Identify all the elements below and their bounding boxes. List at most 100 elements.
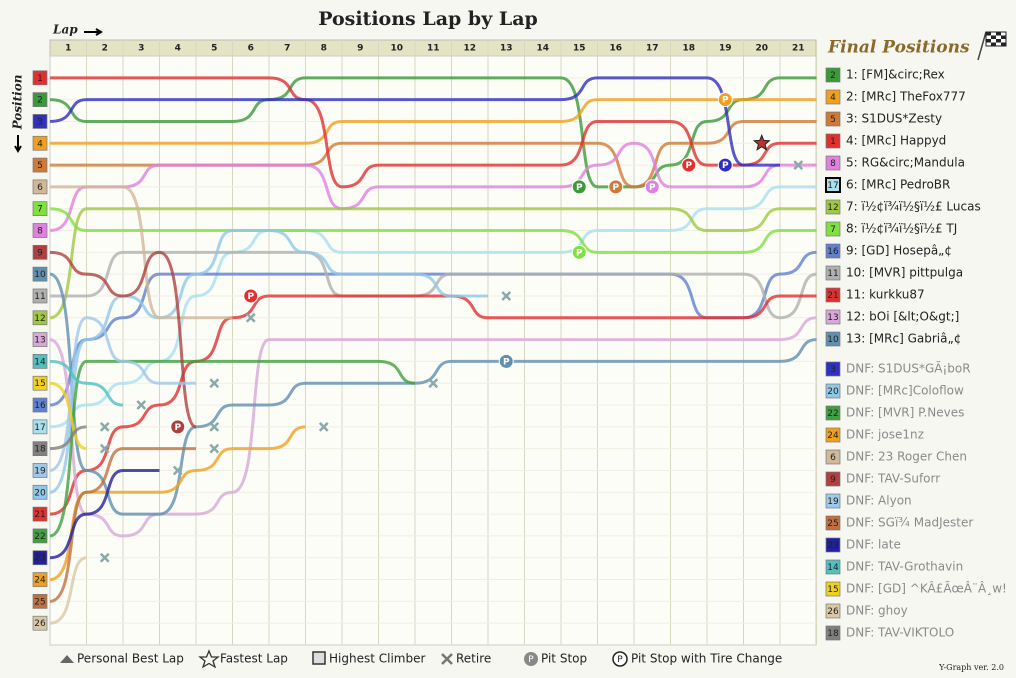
- legend-label: DNF: ghoy: [846, 604, 908, 618]
- y-tick-label: 1: [37, 74, 43, 84]
- y-tick-box: [32, 375, 48, 391]
- position-line: [49, 425, 87, 451]
- y-tick-box: [32, 244, 48, 260]
- legend-badge-label: 7: [830, 225, 836, 235]
- position-line: [49, 250, 197, 429]
- y-tick-box: [32, 441, 48, 457]
- x-tick-label: 10: [390, 44, 403, 54]
- retire-marker: [99, 421, 110, 432]
- position-line: [49, 185, 233, 320]
- x-tick-label: 11: [427, 44, 440, 54]
- y-tick-label: 21: [34, 510, 45, 520]
- y-tick-box: [32, 201, 48, 217]
- pit-label: P: [612, 183, 619, 193]
- pit-label: P: [649, 183, 656, 193]
- legend-badge-label: 5: [830, 115, 836, 125]
- legend-badge: [825, 471, 841, 487]
- y-axis-label: Position: [11, 75, 25, 131]
- x-tick-label: 12: [463, 44, 476, 54]
- pit-stop: [717, 157, 733, 173]
- y-tick-label: 3: [37, 117, 43, 127]
- legend-badge-label: 17: [827, 181, 838, 191]
- legend-label: 11: kurkku87: [846, 288, 925, 302]
- position-line: [49, 556, 87, 625]
- legend-label: DNF: TAV-VIKTOLO: [846, 626, 954, 640]
- legend-badge: [825, 625, 841, 641]
- legend-badge: [825, 581, 841, 597]
- y-tick-label: 18: [34, 445, 46, 455]
- key-label: Pit Stop: [541, 652, 587, 666]
- y-tick-box: [32, 179, 48, 195]
- legend-label: 12: bOi [&lt;O&gt;]: [846, 310, 959, 324]
- legend-label: DNF: TAV-Grothavin: [846, 560, 963, 574]
- y-tick-label: 2: [37, 96, 43, 106]
- position-line: [49, 250, 817, 407]
- legend-badge: [825, 243, 841, 259]
- pit-stop: [571, 244, 587, 260]
- svg-text:P: P: [528, 655, 534, 665]
- retire-marker: [793, 160, 804, 170]
- pit-stop: [243, 288, 259, 304]
- legend-badge-label: 9: [830, 475, 836, 485]
- y-tick-box: [32, 594, 48, 609]
- x-tick-label: 9: [357, 44, 363, 54]
- x-tick-label: 16: [609, 44, 622, 54]
- legend-label: 3: S1DUS*Zesty: [846, 112, 942, 126]
- legend-label: 7: ï½¢ï¾ï½§ï½£ Lucas: [846, 200, 981, 214]
- pit-stop: [608, 179, 624, 195]
- retire-marker: [172, 465, 183, 476]
- legend-badge-label: 23: [827, 541, 838, 551]
- y-tick-label: 14: [34, 357, 46, 367]
- pit-stop: [717, 92, 733, 108]
- x-tick-label: 2: [102, 44, 108, 54]
- legend-label: DNF: [MRc]Coloflow: [846, 384, 964, 398]
- legend-badge-label: 6: [830, 453, 836, 463]
- y-tick-box: [32, 528, 48, 544]
- legend-badge: [825, 133, 841, 149]
- pit-label: P: [722, 161, 729, 171]
- position-line: [49, 98, 817, 145]
- y-tick-label: 7: [37, 205, 43, 215]
- footer: Y-Graph ver. 2.0: [938, 663, 1004, 672]
- pit-label: P: [722, 96, 729, 106]
- position-line: [49, 381, 87, 451]
- y-tick-box: [32, 332, 48, 347]
- pit-stop: [571, 179, 587, 195]
- position-line: [50, 76, 817, 189]
- x-tick-label: 15: [573, 44, 586, 54]
- legend-badge: [825, 603, 841, 619]
- legend-badge: [825, 537, 841, 553]
- legend-label: DNF: SGï¾ MadJester: [846, 516, 973, 530]
- x-tick-label: 4: [175, 44, 181, 54]
- x-tick-label: 19: [719, 44, 732, 54]
- y-tick-box: [32, 135, 48, 151]
- pit-label: P: [174, 423, 181, 433]
- retire-marker: [428, 378, 439, 389]
- x-tick-label: 20: [755, 44, 768, 54]
- y-tick-label: 9: [37, 248, 43, 258]
- position-line: [49, 207, 817, 254]
- legend-badge-label: 2: [830, 71, 836, 81]
- legend-badge: [825, 89, 841, 105]
- y-tick-box: [32, 266, 48, 282]
- retire-marker: [99, 443, 110, 454]
- x-tick-label: 21: [792, 44, 805, 54]
- y-tick-box: [32, 223, 48, 238]
- y-tick-label: 12: [34, 314, 45, 324]
- retire-marker: [99, 552, 110, 563]
- legend-badge: [825, 111, 841, 127]
- legend-label: 10: [MVR] pittpulga: [846, 266, 963, 280]
- y-tick-box: [32, 550, 48, 566]
- pit-stop: [170, 419, 186, 435]
- legend-badge-label: 12: [827, 203, 838, 213]
- legend-badge: [825, 155, 841, 171]
- retire-marker: [209, 443, 220, 454]
- legend-badge: [825, 199, 841, 215]
- legend-badge-label: 8: [830, 159, 836, 169]
- y-tick-label: 16: [34, 401, 46, 411]
- y-tick-box: [32, 506, 48, 522]
- key-label: Retire: [456, 652, 491, 666]
- legend-badge: [825, 221, 841, 237]
- legend-badge: [825, 331, 841, 347]
